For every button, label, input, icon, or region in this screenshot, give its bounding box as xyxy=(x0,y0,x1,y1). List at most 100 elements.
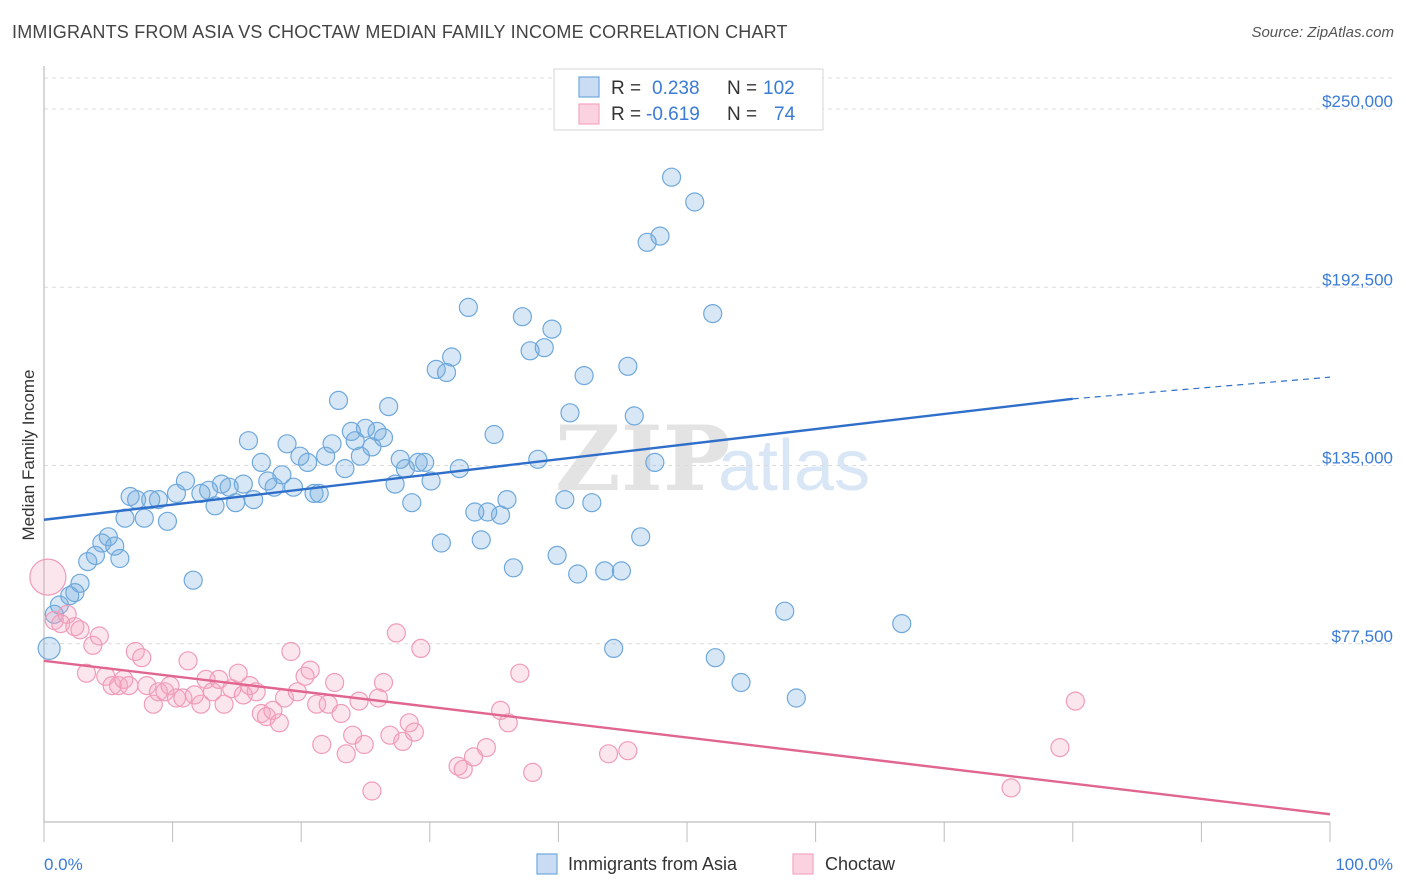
point-immigrants-from-asia xyxy=(542,319,562,339)
point-immigrants-from-asia xyxy=(238,431,259,451)
point-immigrants-from-asia xyxy=(98,527,118,547)
legend-r-value-2: -0.619 xyxy=(646,104,700,125)
legend-swatch-pink xyxy=(578,103,600,125)
legend-n-label-2: N = xyxy=(727,104,757,125)
point-immigrants-from-asia xyxy=(341,421,361,441)
point-choctaw xyxy=(76,663,97,683)
point-immigrants-from-asia xyxy=(512,307,532,327)
point-choctaw xyxy=(119,675,139,696)
point-immigrants-from-asia xyxy=(157,511,178,531)
point-choctaw xyxy=(143,694,163,714)
point-immigrants-from-asia xyxy=(568,564,588,584)
point-choctaw xyxy=(362,781,382,801)
point-choctaw xyxy=(191,694,211,714)
bottom-legend-swatch-pink xyxy=(792,853,814,875)
point-choctaw xyxy=(463,747,484,767)
x-tick-labels: 0.0% 100.0% xyxy=(44,855,1393,874)
point-choctaw xyxy=(65,617,85,637)
y-axis-title: Median Family Income xyxy=(19,369,38,540)
point-immigrants-from-asia xyxy=(421,471,441,491)
point-choctaw xyxy=(132,648,152,668)
gridlines xyxy=(44,77,1395,645)
point-choctaw xyxy=(453,759,473,779)
point-choctaw xyxy=(312,734,332,755)
point-immigrants-from-asia xyxy=(731,672,751,693)
point-immigrants-from-asia xyxy=(283,477,304,497)
point-immigrants-from-asia xyxy=(645,452,665,472)
point-immigrants-from-asia xyxy=(328,390,349,410)
point-choctaw xyxy=(368,688,388,708)
source-label: Source: ZipAtlas.com xyxy=(1251,24,1394,41)
point-choctaw xyxy=(70,620,90,640)
point-immigrants-from-asia xyxy=(78,551,98,572)
point-immigrants-from-asia xyxy=(316,446,336,466)
point-immigrants-from-asia xyxy=(458,297,478,317)
point-choctaw xyxy=(523,762,543,783)
point-immigrants-from-asia xyxy=(661,167,682,187)
trend-lines xyxy=(43,376,1331,816)
point-choctaw xyxy=(89,626,109,646)
point-immigrants-from-asia xyxy=(322,434,342,454)
point-immigrants-from-asia xyxy=(705,648,725,668)
point-immigrants-from-asia xyxy=(65,582,85,603)
bottom-legend-swatch-blue xyxy=(536,853,558,875)
point-choctaw xyxy=(510,663,530,683)
point-immigrants-from-asia xyxy=(775,601,795,621)
point-immigrants-from-asia xyxy=(211,474,232,494)
point-immigrants-from-asia xyxy=(528,449,548,469)
bottom-legend-label-choctaw: Choctaw xyxy=(825,854,896,874)
point-immigrants-from-asia xyxy=(345,431,365,451)
point-immigrants-from-asia xyxy=(70,573,90,593)
point-choctaw xyxy=(386,623,406,643)
point-immigrants-from-asia xyxy=(251,452,271,472)
point-immigrants-from-asia xyxy=(442,347,462,367)
point-choctaw xyxy=(598,744,619,764)
y-tick-label: $250,000 xyxy=(1322,92,1393,111)
point-immigrants-from-asia xyxy=(402,493,422,513)
point-choctaw xyxy=(331,703,351,724)
point-choctaw xyxy=(411,638,431,659)
point-choctaw xyxy=(29,558,67,596)
point-choctaw xyxy=(178,651,198,671)
series-legend: Immigrants from Asia Choctaw xyxy=(536,853,896,875)
point-immigrants-from-asia xyxy=(611,561,632,581)
y-tick-labels: $77,500 $135,000 $192,500 $250,000 xyxy=(1322,92,1393,646)
x-tick-label: 100.0% xyxy=(1335,855,1393,874)
point-choctaw xyxy=(300,660,320,680)
point-immigrants-from-asia xyxy=(595,561,615,581)
point-immigrants-from-asia xyxy=(60,586,80,606)
point-immigrants-from-asia xyxy=(436,362,457,383)
point-choctaw xyxy=(102,675,122,696)
point-choctaw xyxy=(228,663,248,683)
point-immigrants-from-asia xyxy=(892,613,912,634)
point-choctaw xyxy=(373,672,394,693)
point-immigrants-from-asia xyxy=(335,459,355,479)
series-immigrants-from-asia xyxy=(37,167,912,708)
point-immigrants-from-asia xyxy=(624,406,644,426)
point-choctaw xyxy=(148,682,169,702)
y-tick-label: $192,500 xyxy=(1322,270,1393,289)
point-immigrants-from-asia xyxy=(703,304,723,324)
legend-r-label-1: R = xyxy=(611,78,641,99)
point-immigrants-from-asia xyxy=(547,545,567,566)
point-choctaw xyxy=(307,694,327,714)
point-immigrants-from-asia xyxy=(471,530,491,550)
point-immigrants-from-asia xyxy=(85,545,106,566)
point-immigrants-from-asia xyxy=(503,558,523,578)
point-immigrants-from-asia xyxy=(555,490,575,510)
point-choctaw xyxy=(137,675,157,696)
point-choctaw xyxy=(618,741,638,761)
point-choctaw xyxy=(404,722,424,742)
point-immigrants-from-asia xyxy=(298,452,318,472)
point-choctaw xyxy=(399,713,419,733)
point-choctaw xyxy=(108,675,129,696)
point-immigrants-from-asia xyxy=(110,548,130,569)
correlation-legend: R = 0.238 N = 102 R = -0.619 N = 74 xyxy=(553,68,824,131)
point-immigrants-from-asia xyxy=(105,536,125,556)
point-immigrants-from-asia xyxy=(560,403,580,423)
point-immigrants-from-asia xyxy=(484,424,504,445)
point-choctaw xyxy=(83,635,103,655)
legend-n-value-1: 102 xyxy=(763,78,795,99)
point-choctaw xyxy=(336,744,356,764)
